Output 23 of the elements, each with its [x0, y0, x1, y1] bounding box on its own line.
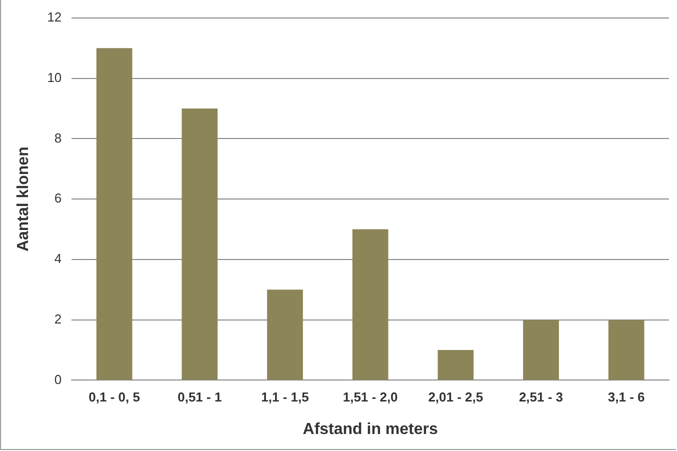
y-tick-label: 4 — [54, 251, 62, 266]
y-tick-label: 12 — [47, 10, 62, 25]
bar — [608, 320, 644, 380]
x-tick-label: 0,1 - 0, 5 — [88, 390, 140, 405]
y-axis-title: Aantal klonen — [15, 146, 32, 252]
bar — [182, 108, 218, 380]
bar — [267, 290, 303, 380]
x-tick-label: 1,51 - 2,0 — [342, 390, 398, 405]
x-tick-label: 2,01 - 2,5 — [428, 390, 484, 405]
bar — [352, 229, 388, 380]
y-tick-label: 10 — [47, 70, 62, 85]
x-tick-label: 0,51 - 1 — [178, 390, 222, 405]
y-tick-label: 6 — [54, 190, 62, 206]
y-tick-label: 8 — [54, 130, 62, 146]
x-tick-label: 1,1 - 1,5 — [261, 390, 309, 405]
y-tick-label: 2 — [54, 311, 62, 326]
bar — [96, 48, 132, 380]
bar — [438, 350, 474, 380]
x-axis-title: Afstand in meters — [302, 420, 438, 438]
bar — [523, 320, 559, 380]
x-tick-label: 3,1 - 6 — [608, 390, 645, 405]
y-tick-label: 0 — [54, 372, 62, 387]
x-tick-label: 2,51 - 3 — [518, 390, 564, 405]
